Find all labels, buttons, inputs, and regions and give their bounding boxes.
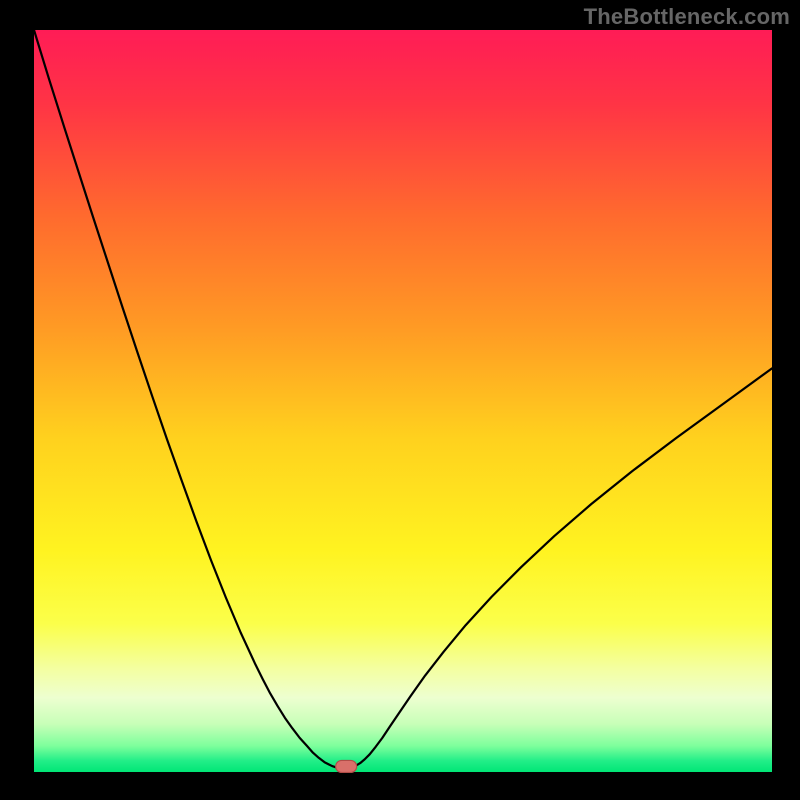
plot-area [34,30,772,772]
bottleneck-chart [0,0,800,800]
watermark-text: TheBottleneck.com [584,4,790,30]
marker-pill [336,760,357,772]
